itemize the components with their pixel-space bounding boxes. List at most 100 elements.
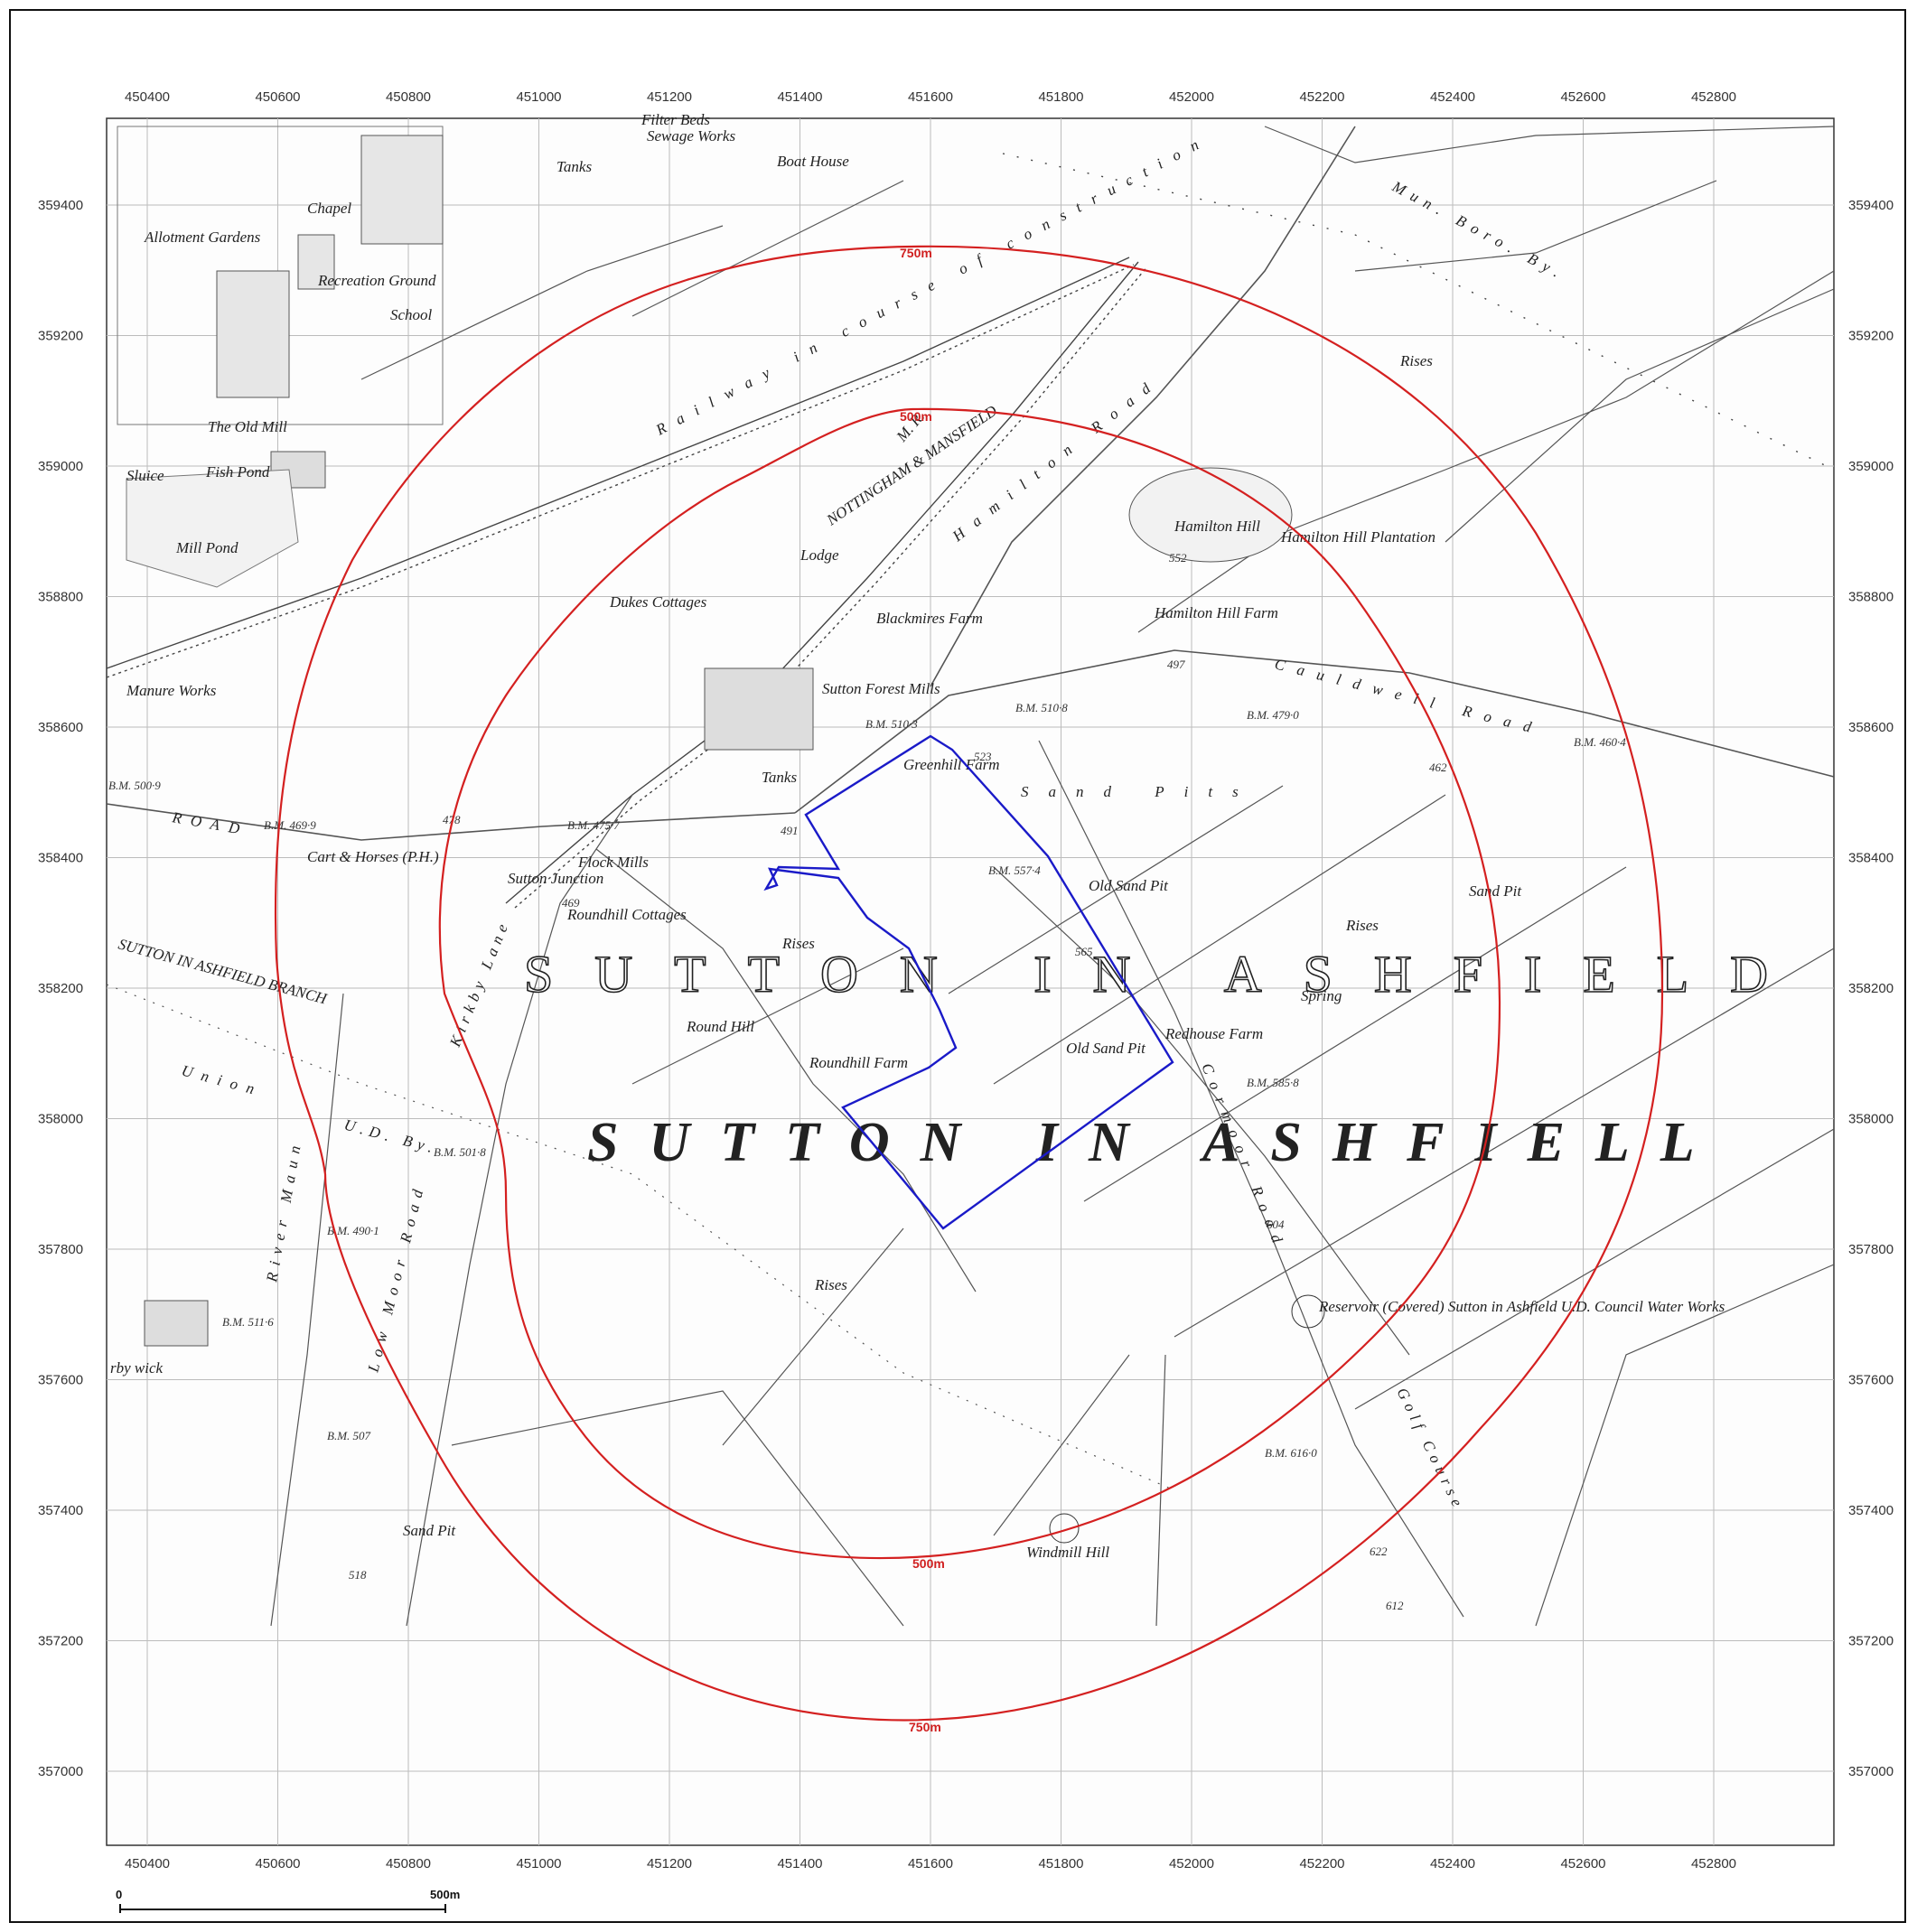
y-tick-label-left: 358000 <box>38 1112 83 1127</box>
benchmark-1: B.M. 510·3 <box>865 717 918 731</box>
x-tick-label-bottom: 452800 <box>1691 1856 1736 1871</box>
sand-pit-label-1: Sand Pit <box>1469 882 1522 900</box>
y-tick-label-right: 358000 <box>1848 1112 1894 1127</box>
spot-height-2: 497 <box>1167 658 1185 671</box>
allotment-label: Allotment Gardens <box>144 229 261 246</box>
benchmark-4: B.M. 460·4 <box>1574 735 1626 749</box>
tanks-label-2: Tanks <box>762 769 797 786</box>
reservoir-label: Reservoir (Covered) Sutton in Ashfield U… <box>1318 1298 1725 1315</box>
x-tick-label-top: 450800 <box>386 89 431 105</box>
hamilton-hill-label: Hamilton Hill <box>1174 518 1260 535</box>
round-hill-label: Round Hill <box>686 1018 754 1035</box>
greenhill-label: Greenhill Farm <box>903 756 1000 773</box>
y-tick-label-left: 357400 <box>38 1503 83 1518</box>
x-tick-label-bottom: 450800 <box>386 1856 431 1871</box>
redhouse-label: Redhouse Farm <box>1164 1025 1263 1042</box>
area-label-italic: SUTTON IN ASHFIELL <box>587 1112 1725 1173</box>
kirkby-label: rby wick <box>110 1359 164 1377</box>
spring-label: Spring <box>1301 987 1342 1004</box>
cart-horses-label: Cart & Horses (P.H.) <box>307 848 439 865</box>
sand-pits-label: Sand Pits <box>1021 783 1258 800</box>
hamilton-farm-label: Hamilton Hill Farm <box>1154 604 1278 621</box>
benchmark-11: B.M. 475·7 <box>567 818 620 832</box>
benchmark-8: B.M. 501·8 <box>434 1145 486 1159</box>
x-tick-label-top: 451800 <box>1038 89 1083 105</box>
x-tick-label-top: 452000 <box>1169 89 1214 105</box>
y-tick-label-right: 357600 <box>1848 1373 1894 1388</box>
ring-750-label-top: 750m <box>900 246 932 260</box>
map-frame <box>9 9 1906 1923</box>
y-tick-label-left: 357800 <box>38 1242 83 1257</box>
roundhill-cottages-label: Roundhill Cottages <box>566 906 687 923</box>
school-label: School <box>390 306 433 323</box>
spot-height-6: 565 <box>1075 945 1093 958</box>
sutton-forest-label: Sutton Forest Mills <box>822 680 940 697</box>
blackmires-label: Blackmires Farm <box>876 610 983 627</box>
y-tick-label-right: 358600 <box>1848 720 1894 735</box>
rises-label-2: Rises <box>814 1276 847 1293</box>
y-tick-label-left: 358600 <box>38 720 83 735</box>
benchmark-6: B.M. 585·8 <box>1247 1076 1299 1089</box>
x-tick-label-bottom: 451800 <box>1038 1856 1083 1871</box>
x-tick-label-top: 452200 <box>1299 89 1344 105</box>
spot-height-12: 469 <box>562 896 580 910</box>
y-tick-label-right: 358400 <box>1848 851 1894 866</box>
spot-height-7: 604 <box>1267 1218 1285 1231</box>
x-tick-label-bottom: 451600 <box>908 1856 953 1871</box>
old-sand-pit-label-2: Old Sand Pit <box>1066 1040 1146 1057</box>
grid-lines <box>107 118 1834 1845</box>
rises-label-3: Rises <box>1399 352 1433 369</box>
x-tick-label-top: 451600 <box>908 89 953 105</box>
boat-house-label: Boat House <box>777 153 849 170</box>
ring-500-label-bottom: 500m <box>912 1556 945 1571</box>
x-tick-label-bottom: 450600 <box>255 1856 300 1871</box>
x-tick-label-bottom: 452600 <box>1560 1856 1605 1871</box>
axis-tick-labels: 450400 450400 450600 450600 450800 450800 4510… <box>38 89 1894 1871</box>
spot-height-8: 622 <box>1370 1545 1388 1558</box>
sluice-label: Sluice <box>126 467 164 484</box>
y-tick-label-right: 359400 <box>1848 198 1894 213</box>
benchmark-5: B.M. 557·4 <box>988 863 1041 877</box>
scale-bar-start-label: 0 <box>116 1888 122 1901</box>
roundhill-farm-label: Roundhill Farm <box>809 1054 908 1071</box>
flock-mills-label: Flock Mills <box>577 854 649 871</box>
y-tick-label-left: 358200 <box>38 981 83 996</box>
site-boundary-polygon <box>763 734 1174 1230</box>
sutton-junction-label: Sutton Junction <box>508 870 603 887</box>
y-tick-label-right: 358200 <box>1848 981 1894 996</box>
old-sand-pit-label-1: Old Sand Pit <box>1089 877 1169 894</box>
x-tick-label-bottom: 451000 <box>516 1856 561 1871</box>
map-area <box>106 117 1835 1846</box>
y-tick-label-right: 359000 <box>1848 459 1894 474</box>
x-tick-label-top: 451400 <box>777 89 822 105</box>
benchmark-12: B.M. 500·9 <box>108 779 161 792</box>
y-tick-label-right: 357000 <box>1848 1764 1894 1779</box>
scale-bar-end-label: 500m <box>430 1888 460 1901</box>
sand-pit-label-2: Sand Pit <box>403 1522 456 1539</box>
y-tick-label-left: 359000 <box>38 459 83 474</box>
spot-height-1: 552 <box>1169 551 1187 565</box>
buffer-750m-ring <box>274 245 1664 1722</box>
x-tick-label-top: 452600 <box>1560 89 1605 105</box>
x-tick-label-bottom: 451200 <box>647 1856 692 1871</box>
y-tick-label-left: 357600 <box>38 1373 83 1388</box>
benchmark-9: B.M. 490·1 <box>327 1224 379 1237</box>
scale-bar: 0 500m <box>116 1888 460 1913</box>
recreation-label: Recreation Ground <box>317 272 436 289</box>
y-tick-label-left: 359200 <box>38 329 83 344</box>
rises-label-1: Rises <box>781 935 815 952</box>
spot-height-9: 612 <box>1386 1599 1404 1612</box>
old-mill-label: The Old Mill <box>208 418 287 435</box>
y-tick-label-left: 358400 <box>38 851 83 866</box>
sewage-label: Sewage Works <box>647 127 735 145</box>
benchmark-3: B.M. 479·0 <box>1247 708 1299 722</box>
x-tick-label-top: 452400 <box>1430 89 1475 105</box>
rises-label-4: Rises <box>1345 917 1379 934</box>
x-tick-label-top: 451200 <box>647 89 692 105</box>
manure-label: Manure Works <box>126 682 217 699</box>
y-tick-label-left: 357000 <box>38 1764 83 1779</box>
y-tick-label-right: 357800 <box>1848 1242 1894 1257</box>
y-tick-label-left: 358800 <box>38 590 83 605</box>
y-tick-label-left: 357200 <box>38 1634 83 1649</box>
buffer-500m-ring <box>438 407 1501 1560</box>
